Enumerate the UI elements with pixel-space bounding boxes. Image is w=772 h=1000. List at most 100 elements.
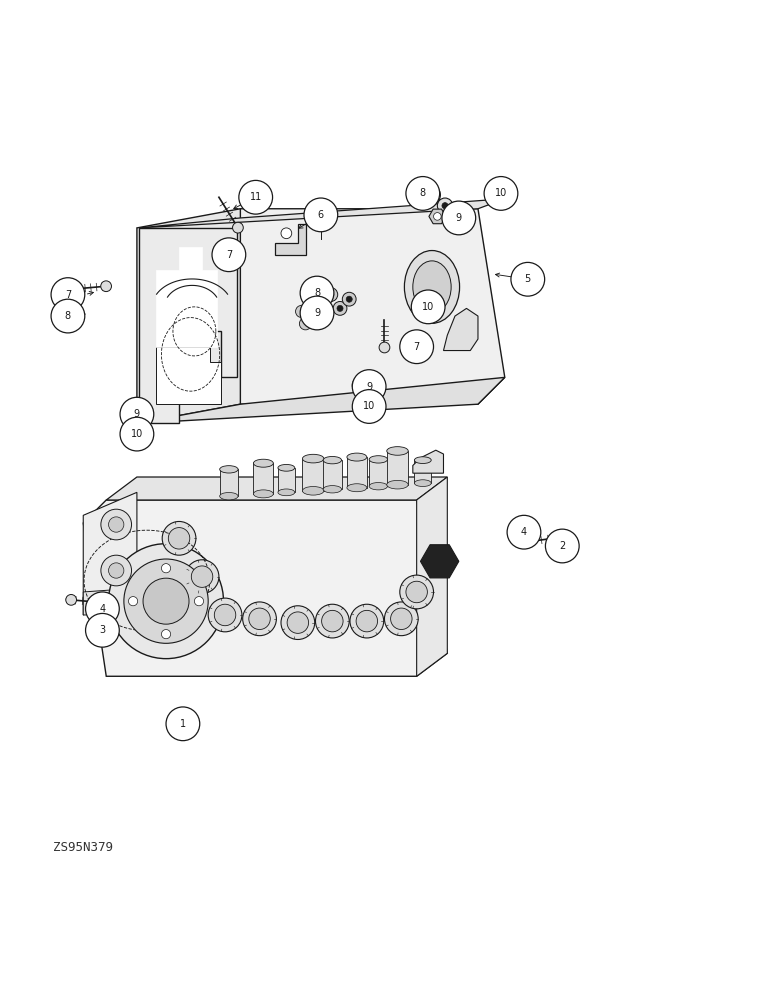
- Ellipse shape: [323, 456, 341, 464]
- Circle shape: [527, 529, 533, 535]
- Circle shape: [101, 601, 117, 616]
- Polygon shape: [83, 500, 447, 676]
- Ellipse shape: [347, 453, 367, 461]
- Circle shape: [333, 301, 347, 315]
- Circle shape: [511, 262, 545, 296]
- Polygon shape: [417, 477, 447, 676]
- Circle shape: [322, 610, 343, 632]
- Text: 10: 10: [363, 401, 375, 411]
- Circle shape: [60, 305, 80, 324]
- Polygon shape: [156, 247, 218, 347]
- Polygon shape: [253, 463, 273, 494]
- Polygon shape: [156, 347, 222, 404]
- Circle shape: [109, 563, 124, 578]
- Circle shape: [300, 318, 312, 330]
- Ellipse shape: [387, 480, 408, 489]
- Circle shape: [135, 429, 142, 436]
- Polygon shape: [421, 545, 459, 578]
- Circle shape: [143, 578, 189, 624]
- Text: 8: 8: [420, 188, 426, 198]
- Circle shape: [120, 417, 154, 451]
- Circle shape: [316, 604, 349, 638]
- Ellipse shape: [387, 447, 408, 455]
- Circle shape: [434, 213, 441, 220]
- Circle shape: [312, 287, 327, 302]
- Circle shape: [101, 281, 111, 292]
- Circle shape: [352, 370, 386, 403]
- Circle shape: [239, 180, 273, 214]
- Circle shape: [51, 278, 85, 311]
- Circle shape: [316, 308, 323, 315]
- Circle shape: [287, 612, 309, 633]
- Ellipse shape: [369, 483, 388, 490]
- Circle shape: [356, 610, 378, 632]
- Circle shape: [86, 592, 120, 626]
- Ellipse shape: [220, 466, 238, 473]
- Circle shape: [406, 177, 439, 210]
- Circle shape: [129, 403, 147, 422]
- Circle shape: [162, 521, 196, 555]
- Circle shape: [124, 559, 208, 643]
- Circle shape: [523, 525, 538, 540]
- Circle shape: [352, 377, 369, 393]
- Polygon shape: [413, 450, 443, 473]
- Text: 4: 4: [100, 604, 106, 614]
- Ellipse shape: [220, 492, 238, 500]
- Text: 9: 9: [314, 308, 320, 318]
- Text: 4: 4: [521, 527, 527, 537]
- Circle shape: [357, 402, 364, 408]
- Text: 8: 8: [65, 311, 71, 321]
- Circle shape: [400, 330, 434, 364]
- Circle shape: [357, 382, 364, 388]
- Polygon shape: [137, 209, 240, 423]
- Polygon shape: [303, 459, 324, 491]
- Circle shape: [317, 292, 323, 298]
- Text: 10: 10: [422, 302, 435, 312]
- Ellipse shape: [413, 261, 451, 313]
- Ellipse shape: [415, 457, 432, 464]
- Polygon shape: [278, 468, 295, 492]
- Polygon shape: [139, 228, 236, 423]
- Circle shape: [51, 299, 85, 333]
- Polygon shape: [323, 460, 341, 489]
- Ellipse shape: [303, 454, 324, 463]
- Polygon shape: [443, 308, 478, 351]
- Ellipse shape: [415, 480, 432, 487]
- Polygon shape: [107, 477, 447, 500]
- Polygon shape: [139, 199, 505, 228]
- Circle shape: [406, 581, 428, 603]
- Text: 3: 3: [100, 625, 106, 635]
- Polygon shape: [312, 305, 327, 318]
- Circle shape: [128, 597, 137, 606]
- Polygon shape: [218, 209, 505, 404]
- Circle shape: [300, 276, 334, 310]
- Polygon shape: [387, 451, 408, 485]
- Text: 11: 11: [249, 192, 262, 202]
- Circle shape: [324, 288, 337, 301]
- Ellipse shape: [323, 486, 341, 493]
- Text: 5: 5: [525, 274, 531, 284]
- Circle shape: [161, 564, 171, 573]
- Polygon shape: [353, 398, 368, 412]
- Circle shape: [304, 198, 337, 232]
- Circle shape: [342, 292, 356, 306]
- Ellipse shape: [405, 251, 459, 323]
- Circle shape: [242, 602, 276, 636]
- Circle shape: [134, 409, 142, 416]
- Circle shape: [350, 604, 384, 638]
- Circle shape: [281, 228, 292, 239]
- Text: 6: 6: [318, 210, 324, 220]
- Circle shape: [191, 566, 213, 587]
- Ellipse shape: [253, 490, 273, 498]
- Circle shape: [66, 594, 76, 605]
- Text: 10: 10: [130, 429, 143, 439]
- Circle shape: [120, 397, 154, 431]
- Text: 9: 9: [455, 213, 462, 223]
- Circle shape: [86, 613, 120, 647]
- Circle shape: [421, 185, 440, 205]
- Circle shape: [109, 544, 224, 659]
- Circle shape: [507, 515, 541, 549]
- Ellipse shape: [278, 464, 295, 471]
- Text: 7: 7: [414, 342, 420, 352]
- Circle shape: [168, 528, 190, 549]
